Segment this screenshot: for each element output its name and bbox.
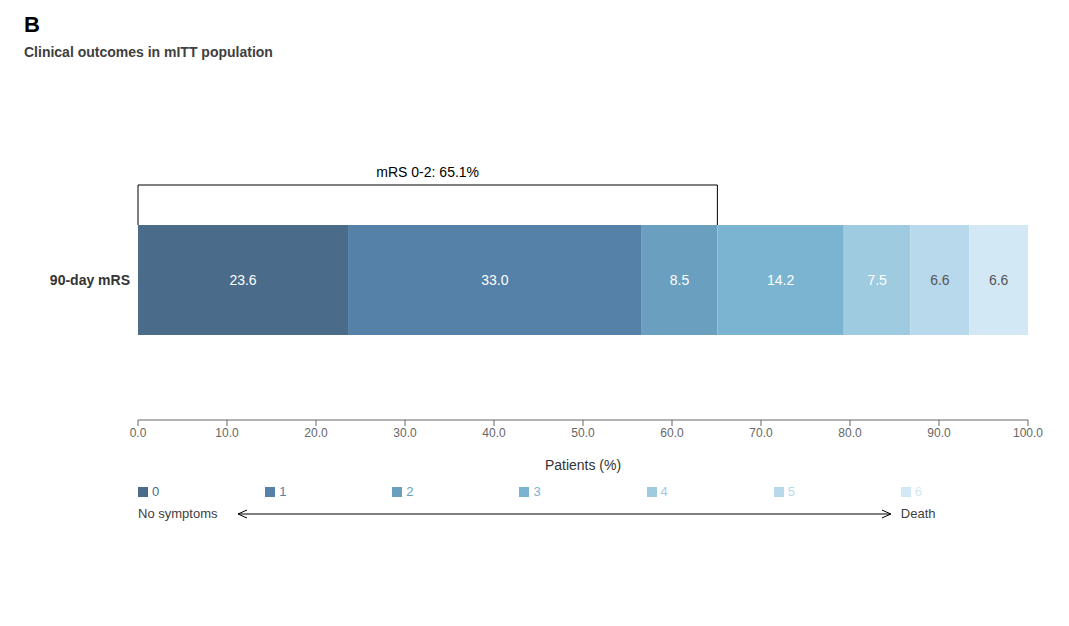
html-text:Clinical outcomes in mITT popu: Clinical outcomes in mITT population — [24, 44, 273, 60]
svg-text:30.0: 30.0 — [393, 426, 417, 440]
svg-text:100.0: 100.0 — [1013, 426, 1043, 440]
svg-text:90.0: 90.0 — [927, 426, 951, 440]
svg-text:7.5: 7.5 — [867, 272, 887, 288]
html-text:B: B — [24, 12, 40, 37]
svg-text:6.6: 6.6 — [930, 272, 950, 288]
svg-text:6.6: 6.6 — [989, 272, 1009, 288]
svg-text:Patients (%): Patients (%) — [545, 457, 621, 473]
svg-text:14.2: 14.2 — [767, 272, 794, 288]
svg-text:40.0: 40.0 — [482, 426, 506, 440]
html-text:0: 0 — [152, 484, 160, 499]
html-text:Death: Death — [900, 506, 936, 521]
svg-text:23.6: 23.6 — [229, 272, 256, 288]
html-text:6: 6 — [914, 484, 923, 499]
html-text:1: 1 — [279, 484, 287, 499]
svg-text:90-day mRS: 90-day mRS — [50, 272, 130, 288]
svg-text:33.0: 33.0 — [481, 272, 508, 288]
svg-text:10.0: 10.0 — [215, 426, 239, 440]
svg-text:70.0: 70.0 — [749, 426, 773, 440]
html-text:4: 4 — [660, 484, 668, 499]
svg-text:80.0: 80.0 — [838, 426, 862, 440]
svg-text:0.0: 0.0 — [130, 426, 147, 440]
svg-text:50.0: 50.0 — [571, 426, 595, 440]
html-text:5: 5 — [787, 484, 795, 499]
html-text:3: 3 — [533, 484, 541, 499]
svg-text:8.5: 8.5 — [670, 272, 690, 288]
html-text:2: 2 — [406, 484, 414, 499]
svg-text:60.0: 60.0 — [660, 426, 684, 440]
html-text:No symptoms: No symptoms — [138, 506, 218, 521]
svg-text:mRS 0-2: 65.1%: mRS 0-2: 65.1% — [376, 164, 479, 180]
svg-text:20.0: 20.0 — [304, 426, 328, 440]
